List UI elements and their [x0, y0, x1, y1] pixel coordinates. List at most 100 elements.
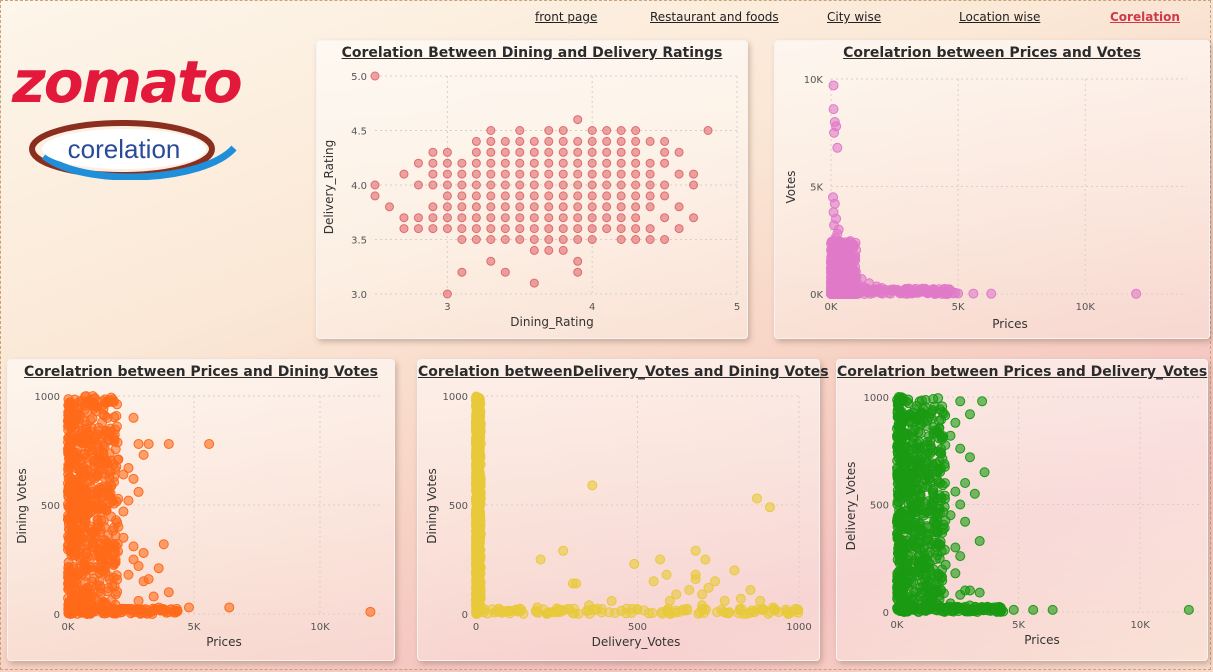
data-point: [895, 456, 906, 467]
chart-plot[interactable]: 0 500 1000 0 500 1000 Delivery_Votes Dining Vot…: [418, 360, 819, 660]
data-point: [573, 224, 583, 234]
data-point: [939, 461, 950, 472]
data-point: [940, 559, 951, 570]
data-point: [632, 604, 643, 615]
data-point: [118, 532, 129, 543]
data-point: [224, 602, 235, 613]
chart-title: Corelatrion between Prices and Dining Vo…: [24, 364, 378, 380]
data-point: [500, 147, 510, 157]
data-point: [895, 466, 906, 477]
data-point: [616, 191, 626, 201]
data-point: [895, 555, 906, 566]
nav-city-wise[interactable]: City wise: [827, 10, 882, 24]
chart-plot[interactable]: 0K 5K 10K 0 500 1000 Prices Delivery_Votes: [837, 360, 1207, 660]
top-nav: front page Restaurant and foods City wis…: [0, 10, 1213, 30]
corelation-badge: corelation: [29, 120, 237, 180]
chart-plot[interactable]: 0K 5K 10K 0 500 1000 Prices Dining Votes: [8, 360, 394, 660]
data-point: [645, 235, 655, 244]
data-point: [892, 441, 903, 452]
data-point: [903, 472, 914, 483]
data-point: [133, 438, 144, 449]
data-point: [529, 191, 539, 201]
data-point: [428, 224, 438, 234]
data-point: [660, 235, 670, 244]
data-point: [660, 191, 670, 201]
y-axis-label: Delivery_Votes: [844, 462, 858, 551]
data-point: [645, 180, 655, 190]
data-point: [945, 510, 956, 521]
chart-plot[interactable]: 0K 5K 10K 0K 5K 10K Prices Votes: [775, 41, 1209, 338]
data-point: [500, 213, 510, 223]
data-point: [645, 136, 655, 146]
data-point: [895, 422, 906, 433]
data-point: [903, 521, 914, 532]
chart-card-delivery-dining-votes: Corelation betweenDelivery_Votes and Din…: [417, 359, 829, 661]
data-point: [606, 595, 617, 606]
nav-restaurant-and-foods[interactable]: Restaurant and foods: [650, 10, 779, 24]
data-point: [63, 524, 74, 535]
data-point: [697, 600, 708, 611]
data-point: [936, 443, 947, 454]
data-point: [573, 191, 583, 201]
data-point: [529, 147, 539, 157]
data-point: [955, 499, 966, 510]
data-point: [471, 527, 482, 538]
data-point: [710, 576, 721, 587]
data-point: [602, 202, 612, 212]
data-point: [457, 267, 467, 277]
data-point: [931, 458, 942, 469]
data-point: [428, 158, 438, 168]
x-tick-label: 10K: [1076, 302, 1096, 313]
data-point: [118, 506, 129, 517]
data-point: [428, 202, 438, 212]
data-point: [133, 595, 144, 606]
data-point: [496, 605, 507, 616]
data-point: [969, 488, 980, 499]
y-axis-label: Dining Votes: [425, 468, 439, 544]
data-point: [922, 549, 933, 560]
data-point: [933, 571, 944, 582]
data-point: [442, 158, 452, 168]
data-point: [413, 224, 423, 234]
data-point: [674, 147, 684, 157]
data-point: [968, 288, 979, 299]
data-point: [663, 606, 674, 617]
data-point: [204, 438, 215, 449]
data-point: [950, 542, 961, 553]
chart-card-prices-votes: Corelatrion between Prices and Votes 0K 5…: [774, 40, 1210, 339]
nav-front-page[interactable]: front page: [535, 10, 598, 24]
data-point: [544, 158, 554, 168]
x-tick-label: 4: [589, 302, 595, 313]
data-point: [850, 279, 861, 290]
data-point: [587, 480, 598, 491]
nav-location-wise[interactable]: Location wise: [959, 10, 1041, 24]
nav-corelation[interactable]: Corelation: [1110, 10, 1180, 24]
data-point: [558, 158, 568, 168]
data-point: [900, 505, 911, 516]
data-point: [587, 202, 597, 212]
data-point: [979, 604, 990, 615]
data-point: [99, 410, 110, 421]
x-tick-label: 0K: [62, 622, 75, 633]
data-point: [925, 408, 936, 419]
data-point: [602, 126, 612, 135]
data-point: [486, 235, 496, 244]
data-point: [573, 147, 583, 157]
data-point: [631, 169, 641, 179]
data-point: [616, 158, 626, 168]
data-point: [65, 421, 76, 432]
chart-plot[interactable]: 3 4 5 3.0 3.5 4.0 4.5 5.0 Dining_Rating Delivery_…: [317, 41, 747, 338]
data-point: [829, 198, 840, 209]
data-point: [914, 558, 925, 569]
data-point: [893, 412, 904, 423]
data-point: [1131, 288, 1142, 299]
data-point: [616, 147, 626, 157]
y-axis-label: Dining Votes: [15, 468, 29, 544]
y-tick-label: 0K: [810, 290, 823, 301]
data-point: [584, 600, 595, 611]
data-point: [945, 430, 956, 441]
y-tick-label: 5.0: [351, 72, 367, 83]
data-point: [100, 560, 111, 571]
data-point: [471, 235, 481, 244]
data-point: [602, 158, 612, 168]
